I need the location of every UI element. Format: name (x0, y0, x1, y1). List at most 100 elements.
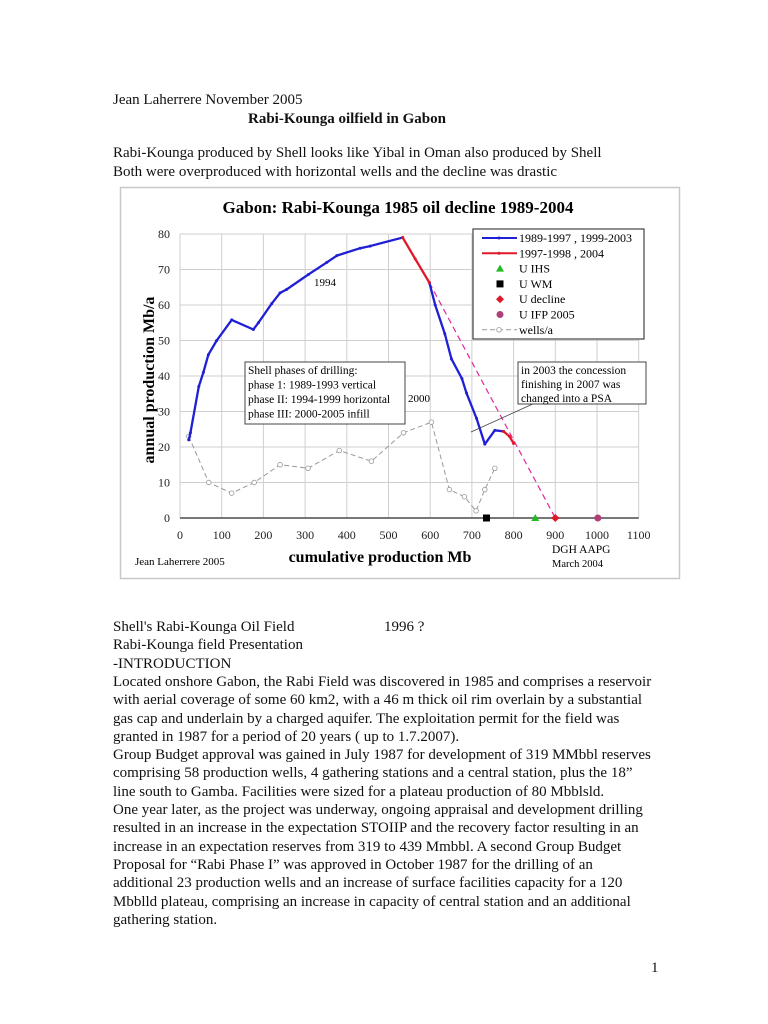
intro-line: Rabi-Kounga produced by Shell looks like… (113, 145, 602, 161)
body-line: One year later, as the project was under… (113, 802, 643, 818)
body-line: Proposal for “Rabi Phase I” was approved… (113, 856, 593, 873)
x-tick-label: 1100 (627, 528, 651, 542)
legend-swatch (497, 251, 501, 255)
chart-source: DGH AAPG (552, 544, 610, 556)
wells-point (428, 419, 435, 425)
page-number: 1 (651, 960, 659, 976)
legend-swatch (496, 280, 504, 288)
production-point (413, 257, 417, 261)
production-line (428, 282, 504, 446)
body-line-date: 1996 ? (384, 619, 425, 635)
production-point (251, 327, 255, 331)
production-point (306, 272, 310, 276)
phases-box (244, 361, 406, 425)
chart-credit: Jean Laherrere 2005 (135, 556, 225, 568)
legend-label: U decline (519, 292, 565, 306)
legend-swatch (496, 327, 502, 333)
production-point (335, 254, 339, 258)
production-point (215, 339, 219, 342)
production-point (512, 441, 516, 445)
production-point (285, 287, 289, 291)
legend-label: 1997-1998 , 2004 (519, 246, 604, 260)
x-tick-label: 800 (505, 528, 523, 542)
production-point (187, 438, 191, 442)
legend-label: U IHS (519, 262, 550, 276)
body-line: Rabi-Kounga field Presentation (113, 637, 303, 654)
y-tick-label: 0 (164, 511, 170, 525)
wells-point (277, 462, 283, 468)
phases-box-line: phase 1: 1989-1993 vertical (248, 380, 376, 392)
body-line: resulted in an increase in the expectati… (113, 820, 639, 837)
wells-point (336, 447, 342, 454)
y-tick-label: 10 (158, 476, 170, 490)
legend-label: 1989-1997 , 1999-2003 (519, 231, 632, 245)
production-line (187, 236, 403, 441)
production-point (401, 236, 405, 240)
production-point (507, 434, 511, 438)
year-label-1994: 1994 (314, 277, 337, 289)
decline-projection-line (428, 282, 556, 519)
y-axis-label: annual production Mb/a (141, 297, 158, 464)
body-line: gathering station. (113, 911, 218, 928)
production-point (270, 302, 274, 306)
legend-label: U WM (519, 277, 553, 291)
x-tick-label: 1000 (585, 528, 609, 542)
body-line: Mbblld plateau, comprising an increase i… (113, 893, 631, 910)
body-line: Located onshore Gabon, the Rabi Field wa… (113, 673, 652, 690)
chart-source: March 2004 (552, 559, 604, 570)
wells-point (446, 486, 453, 493)
production-point (493, 428, 497, 432)
body-line: Shell's Rabi-Kounga Oil Field (113, 619, 295, 635)
wells-point (368, 458, 375, 464)
body-line: increase in an expectation reserves from… (113, 838, 622, 855)
x-tick-label: 100 (213, 528, 231, 542)
x-tick-label: 0 (177, 528, 183, 542)
x-tick-label: 600 (421, 528, 439, 542)
wells-point (461, 494, 468, 500)
x-tick-label: 200 (254, 528, 272, 542)
body-line: line south to Gamba. Facilities were siz… (113, 783, 605, 800)
wells-point (305, 465, 311, 471)
concession-box (517, 361, 647, 405)
production-point (474, 416, 478, 420)
wells-point (206, 479, 212, 486)
body-line: additional 23 production wells and an in… (113, 875, 623, 892)
author-date: Jean Laherrere November 2005 (113, 92, 303, 108)
y-tick-label: 40 (158, 369, 170, 383)
y-tick-label: 80 (158, 227, 170, 241)
body-line: with aerial coverage of some 60 km2, wit… (113, 692, 643, 709)
production-point (278, 291, 282, 295)
x-axis-label: cumulative production Mb (289, 549, 472, 566)
legend-label: U IFP 2005 (519, 308, 575, 322)
y-tick-label: 50 (158, 334, 170, 348)
y-tick-label: 60 (158, 298, 170, 312)
wells-point (473, 508, 479, 514)
phases-box-line: phase II: 1994-1999 horizontal (248, 394, 390, 406)
phases-box-line: Shell phases of drilling: (248, 365, 358, 377)
production-point (201, 370, 205, 374)
concession-box-line: in 2003 the concession (521, 365, 626, 377)
production-point (230, 318, 234, 322)
production-point (197, 385, 201, 389)
legend-swatch (497, 236, 501, 240)
production-point (460, 376, 464, 380)
body-line: -INTRODUCTION (113, 655, 232, 672)
legend-swatch (496, 264, 504, 272)
production-point (449, 357, 453, 361)
year-label-2000: 2000 (408, 393, 431, 405)
x-tick-label: 300 (296, 528, 314, 542)
production-point (325, 260, 329, 264)
wells-point (400, 430, 407, 436)
production-point (427, 281, 431, 285)
wells-point (251, 479, 257, 486)
body-line: granted in 1987 for a period of 20 years… (113, 728, 460, 745)
y-tick-label: 30 (158, 405, 170, 419)
ultimate-marker (594, 514, 602, 522)
production-point (358, 246, 362, 250)
production-point (502, 429, 506, 433)
wells-line (188, 421, 496, 512)
production-point (433, 303, 437, 307)
legend-swatch (496, 295, 504, 304)
